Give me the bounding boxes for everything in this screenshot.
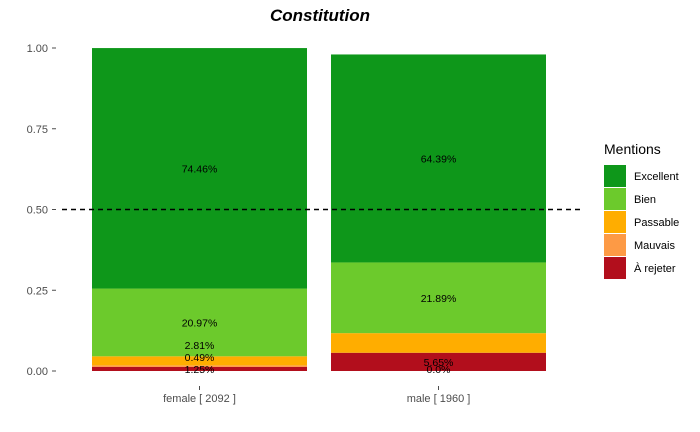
legend-label: Bien xyxy=(634,194,656,206)
segment-label: 1.25% xyxy=(185,364,215,376)
y-tick-label: 0.00 xyxy=(27,366,48,378)
legend-swatch xyxy=(604,211,626,233)
legend-label: À rejeter xyxy=(634,262,676,275)
bars-group xyxy=(92,48,546,371)
segment-label: 5.65% xyxy=(424,357,454,369)
x-axis: female [ 2092 ] male [ 1960 ] xyxy=(163,386,470,405)
legend-swatch xyxy=(604,257,626,279)
bar-segment-passable-1 xyxy=(331,333,546,353)
bar-segment-bien-1 xyxy=(331,262,546,334)
segment-label: 0.49% xyxy=(185,352,215,364)
legend-swatch xyxy=(604,234,626,256)
segment-label: 74.46% xyxy=(182,163,218,175)
legend-swatch xyxy=(604,165,626,187)
bar-segment-mauvais-0 xyxy=(92,365,307,367)
legend: Mentions Excellent Bien Passable Mauvais À r… xyxy=(604,141,679,279)
bar-segment-excellent-1 xyxy=(331,54,546,263)
x-tick-label: male [ 1960 ] xyxy=(407,393,471,405)
bar-segment--rejeter-1 xyxy=(331,352,546,371)
segment-labels: 1.25%0.49%2.81% 20.97% 74.46% 5.65%0.0% 21.8… xyxy=(182,153,457,376)
y-tick-label: 1.00 xyxy=(27,43,48,55)
y-tick-label: 0.25 xyxy=(27,285,48,297)
segment-label: 0.0% xyxy=(427,364,451,376)
legend-label: Excellent xyxy=(634,171,679,183)
segment-label: 20.97% xyxy=(182,317,218,329)
segment-label: 2.81% xyxy=(185,340,215,352)
bar-segment--rejeter-0 xyxy=(92,366,307,371)
legend-swatch xyxy=(604,188,626,210)
legend-title: Mentions xyxy=(604,141,661,157)
bar-segment-passable-0 xyxy=(92,356,307,366)
chart-title: Constitution xyxy=(270,6,370,25)
y-tick-label: 0.75 xyxy=(27,124,48,136)
legend-label: Mauvais xyxy=(634,240,675,252)
legend-label: Passable xyxy=(634,217,679,229)
y-tick-label: 0.50 xyxy=(27,205,48,217)
bar-segment-excellent-0 xyxy=(92,48,307,289)
segment-label: 21.89% xyxy=(421,293,457,305)
x-tick-label: female [ 2092 ] xyxy=(163,393,236,405)
bar-segment-bien-0 xyxy=(92,288,307,357)
y-axis: 0.00 0.25 0.50 0.75 1.00 xyxy=(27,43,56,378)
segment-label: 64.39% xyxy=(421,153,457,165)
